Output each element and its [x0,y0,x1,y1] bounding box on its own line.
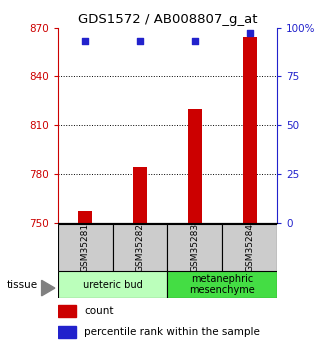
Bar [168,271,277,298]
Bar [58,224,113,271]
Text: GSM35283: GSM35283 [190,223,199,272]
Bar [243,37,257,223]
Bar [113,224,168,271]
Point [247,31,252,36]
Title: GDS1572 / AB008807_g_at: GDS1572 / AB008807_g_at [78,13,257,27]
Point [192,39,198,44]
Text: count: count [84,306,114,316]
Text: GSM35282: GSM35282 [136,223,145,272]
Bar [58,305,76,317]
Bar [222,224,277,271]
Bar [58,271,168,298]
Point [137,39,143,44]
Text: ureteric bud: ureteric bud [83,280,143,289]
Bar [133,167,147,223]
Bar [78,211,92,223]
Text: percentile rank within the sample: percentile rank within the sample [84,327,260,337]
Bar [58,326,76,338]
Text: tissue: tissue [7,280,38,289]
Bar [168,224,222,271]
Bar [188,109,202,223]
Text: metanephric
mesenchyme: metanephric mesenchyme [189,274,255,295]
Text: GSM35281: GSM35281 [81,223,90,272]
Polygon shape [42,280,55,296]
Point [82,39,88,44]
Text: GSM35284: GSM35284 [245,223,254,272]
